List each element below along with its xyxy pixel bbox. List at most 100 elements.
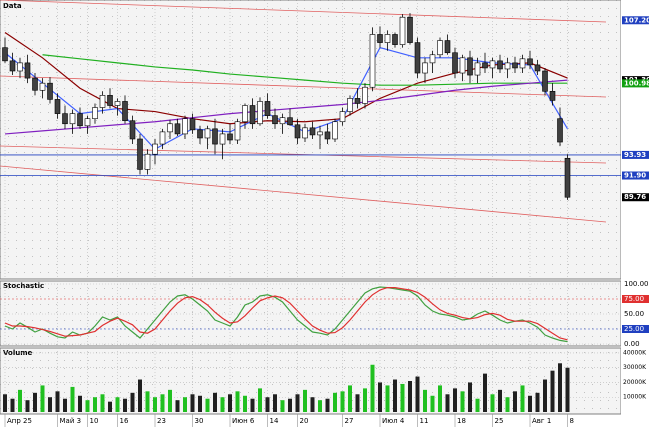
volume-bar <box>535 392 540 412</box>
y-tick-label: 50.00 <box>624 310 644 318</box>
candle-body <box>482 62 488 69</box>
price-label: 91.90 <box>624 172 646 180</box>
candle-body <box>347 98 353 112</box>
candle-body <box>564 157 571 198</box>
candle-body <box>182 118 188 135</box>
x-tick-label: 25 <box>495 417 504 425</box>
y-tick-label: 100.00 <box>624 280 649 288</box>
candle-body <box>399 16 406 45</box>
candle-body <box>167 123 173 133</box>
price-panel <box>0 0 622 280</box>
volume-bar <box>123 398 127 412</box>
volume-bar <box>453 388 457 412</box>
trend-lines <box>0 0 607 223</box>
volume-bar <box>393 379 397 412</box>
candle-body <box>219 133 226 145</box>
candle-body <box>227 133 233 141</box>
candle-body <box>437 40 443 56</box>
volume-bar <box>423 389 427 412</box>
price-label: 89.76 <box>624 193 646 201</box>
price-label-bg <box>622 79 649 88</box>
volume-bar <box>378 382 382 412</box>
volume-bar <box>460 391 465 412</box>
stochastic-line <box>4 286 568 343</box>
candle-body <box>99 95 106 108</box>
x-tick-label: 30 <box>195 417 204 425</box>
candle-body <box>114 101 121 106</box>
candle-body <box>542 70 548 92</box>
trend-line <box>0 145 607 164</box>
candle-body <box>129 120 136 140</box>
moving-average <box>42 54 568 86</box>
volume-bar <box>78 395 82 412</box>
tick-label-bg <box>622 295 649 303</box>
x-tick-label: 10 <box>90 417 99 425</box>
volume-bar <box>70 386 75 412</box>
volume-bar <box>93 397 97 412</box>
x-tick-label: 16 <box>120 417 129 425</box>
volume-bar <box>505 397 510 412</box>
candle-body <box>309 127 316 136</box>
candle-body <box>392 34 398 45</box>
panel-title: Volume <box>3 349 33 357</box>
volume-bar <box>295 394 300 412</box>
candle-body <box>92 107 98 119</box>
volume-bar <box>310 397 315 412</box>
volume-bar <box>565 367 570 412</box>
volume-bar <box>543 379 547 412</box>
volume-bar <box>340 391 345 412</box>
x-tick-label: 18 <box>457 417 466 425</box>
volume-bar <box>33 392 37 412</box>
volume-bar <box>370 364 375 412</box>
volume-bar <box>138 379 142 412</box>
volume-bar <box>483 373 487 412</box>
volume-bar <box>243 395 247 412</box>
volume-bar <box>250 398 255 412</box>
candle-body <box>414 42 421 74</box>
candle-body <box>39 82 46 91</box>
volume-bar <box>408 381 412 412</box>
candle-body <box>384 34 391 43</box>
candle-body <box>257 101 263 125</box>
candle-body <box>444 40 451 54</box>
stochastic-panel <box>0 280 622 347</box>
candle-body <box>369 34 376 88</box>
y-tick-label: 40000K <box>623 349 647 356</box>
candle-body <box>504 62 511 70</box>
volume-bar <box>130 392 135 412</box>
volume-bar <box>430 395 435 412</box>
panel-title: Stochastic <box>3 282 44 290</box>
volume-bar <box>183 397 187 412</box>
candle-body <box>287 117 293 126</box>
volume-bar <box>48 397 52 412</box>
volume-bar <box>3 394 7 412</box>
moving-average <box>4 31 568 125</box>
candle-body <box>294 124 301 139</box>
candle-body <box>549 90 556 101</box>
moving-average <box>4 46 569 150</box>
candle-body <box>407 16 413 43</box>
candle-body <box>137 138 143 170</box>
candle-body <box>317 131 323 136</box>
volume-bar <box>363 388 367 412</box>
x-tick-label: Авг 1 <box>532 417 551 425</box>
y-tick-label: 30000K <box>623 364 647 371</box>
volume-bar <box>258 388 262 412</box>
candle-body <box>107 95 113 106</box>
price-label-bg <box>622 193 649 202</box>
volume-bar <box>513 391 517 412</box>
volume-bar <box>175 400 180 412</box>
volume-bar <box>10 398 15 412</box>
x-tick-label: Июл 4 <box>382 417 405 425</box>
candle-body <box>9 60 16 72</box>
candle-body <box>54 99 61 114</box>
volume-bar <box>228 394 232 412</box>
volume-bar <box>475 398 480 412</box>
tick-label-bg <box>622 325 649 333</box>
x-tick-label: 11 <box>420 417 429 425</box>
volume-bar <box>25 400 30 412</box>
volume-bar <box>63 398 67 412</box>
candle-body <box>122 101 128 122</box>
candle-body <box>174 123 181 135</box>
candle-body <box>152 143 158 155</box>
